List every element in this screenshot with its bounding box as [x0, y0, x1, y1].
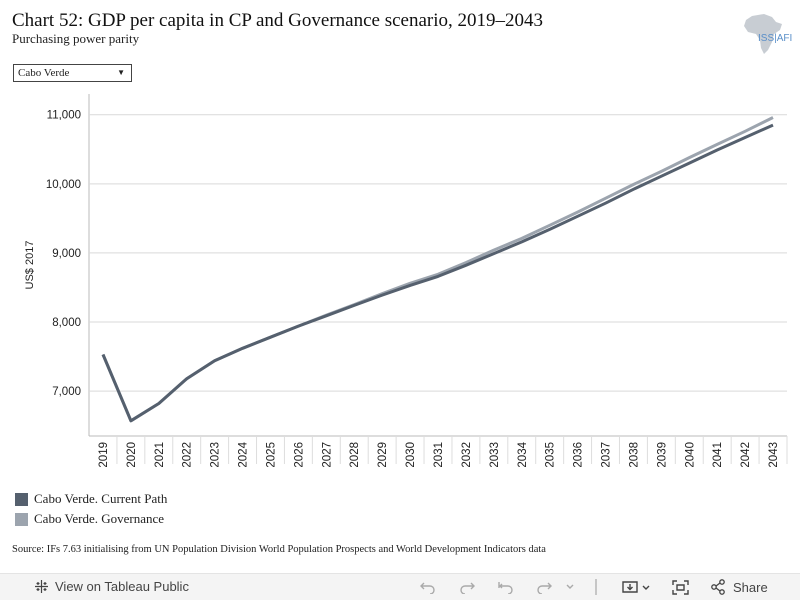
x-tick-label: 2021 — [154, 442, 166, 468]
x-tick-label: 2043 — [768, 442, 780, 468]
x-tick-label: 2040 — [684, 442, 696, 468]
revert-button[interactable] — [497, 580, 515, 594]
chevron-down-icon: ▼ — [117, 68, 125, 77]
y-axis-ticks: 7,000 8,000 9,000 10,000 11,000 — [46, 110, 81, 398]
logo-text: ISS|AFI — [758, 33, 793, 44]
legend-label: Cabo Verde. Current Path — [34, 491, 168, 506]
y-tick-label: 9,000 — [52, 248, 81, 260]
x-tick-label: 2025 — [265, 442, 277, 468]
x-tick-label: 2037 — [601, 442, 613, 468]
chart-subtitle: Purchasing power parity — [12, 31, 140, 46]
share-icon — [711, 579, 725, 595]
tableau-logo-icon — [35, 580, 48, 593]
x-tick-label: 2023 — [210, 442, 222, 468]
x-tick-label: 2035 — [545, 442, 557, 468]
tableau-toolbar: View on Tableau Public Share — [0, 573, 800, 600]
revert-icon — [498, 582, 513, 594]
undo-icon — [420, 582, 435, 594]
x-tick-label: 2041 — [712, 442, 724, 468]
view-on-tableau-button[interactable]: View on Tableau Public — [34, 579, 189, 594]
x-tick-label: 2042 — [740, 442, 752, 468]
legend: Cabo Verde. Current Path Cabo Verde. Gov… — [15, 489, 167, 529]
x-tick-label: 2038 — [628, 442, 640, 468]
refresh-icon — [537, 582, 574, 594]
line-chart: 7,000 8,000 9,000 10,000 11,000 US$ 2017 201… — [24, 94, 788, 468]
undo-button[interactable] — [419, 580, 437, 594]
legend-swatch — [15, 512, 28, 526]
x-tick-label: 2029 — [377, 442, 389, 468]
x-tick-label: 2028 — [349, 442, 361, 468]
redo-icon — [460, 582, 475, 594]
share-label: Share — [733, 579, 768, 595]
y-tick-label: 11,000 — [47, 110, 81, 122]
x-tick-label: 2039 — [656, 442, 668, 468]
fullscreen-icon — [672, 580, 689, 595]
fullscreen-button[interactable] — [672, 580, 689, 595]
refresh-button[interactable] — [535, 580, 575, 594]
legend-item-governance[interactable]: Cabo Verde. Governance — [15, 509, 167, 529]
x-tick-label: 2027 — [321, 442, 333, 468]
legend-label: Cabo Verde. Governance — [34, 511, 165, 526]
x-tick-label: 2034 — [517, 441, 529, 467]
x-tick-label: 2032 — [461, 442, 473, 468]
view-on-tableau-label: View on Tableau Public — [55, 579, 189, 594]
download-button[interactable] — [621, 580, 651, 595]
download-icon — [622, 581, 650, 593]
x-tick-label: 2019 — [98, 442, 110, 468]
x-tick-label: 2026 — [293, 442, 305, 468]
toolbar-divider — [595, 579, 597, 595]
y-tick-label: 8,000 — [52, 317, 81, 329]
country-select-value: Cabo Verde — [18, 67, 70, 79]
series-lines — [101, 116, 774, 423]
africa-map-icon — [744, 14, 782, 54]
x-tick-label: 2020 — [126, 442, 138, 468]
x-tick-label: 2022 — [182, 442, 194, 468]
country-select[interactable]: Cabo Verde ▼ — [13, 64, 132, 82]
y-axis-label: US$ 2017 — [24, 241, 36, 290]
legend-swatch — [15, 492, 28, 506]
chart-title: Chart 52: GDP per capita in CP and Gover… — [12, 10, 543, 31]
share-button[interactable]: Share — [710, 579, 768, 595]
x-tick-label: 2036 — [573, 442, 585, 468]
x-axis-ticks: 2019 2020 2021 2022 2023 2024 2025 2026 2027 2028… — [98, 436, 788, 468]
x-tick-label: 2030 — [405, 442, 417, 468]
y-tick-label: 7,000 — [52, 386, 81, 398]
gridlines — [88, 94, 787, 437]
y-tick-label: 10,000 — [46, 179, 81, 191]
redo-button[interactable] — [458, 580, 476, 594]
x-tick-label: 2024 — [238, 441, 250, 467]
x-tick-label: 2031 — [433, 442, 445, 468]
x-tick-label: 2033 — [489, 442, 501, 468]
series-line-governance[interactable] — [101, 116, 774, 423]
source-note: Source: IFs 7.63 initialising from UN Po… — [12, 544, 546, 555]
legend-item-current-path[interactable]: Cabo Verde. Current Path — [15, 489, 167, 509]
series-line-current-path[interactable] — [101, 123, 774, 423]
